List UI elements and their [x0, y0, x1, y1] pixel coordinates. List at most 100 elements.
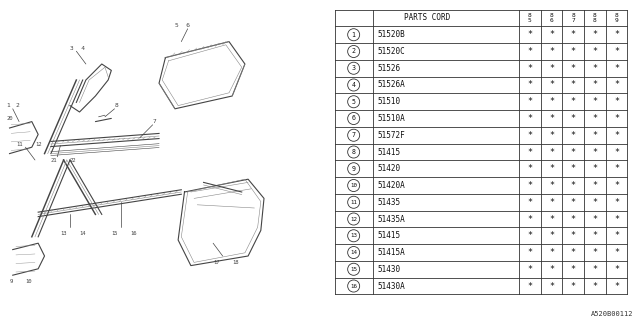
Text: 17: 17 — [213, 260, 220, 265]
Text: 51430: 51430 — [378, 265, 401, 274]
Text: *: * — [614, 248, 619, 257]
Text: 10: 10 — [26, 279, 32, 284]
Text: 14: 14 — [350, 250, 357, 255]
Text: *: * — [527, 265, 532, 274]
Text: *: * — [549, 97, 554, 106]
Text: 8: 8 — [593, 13, 596, 19]
Text: *: * — [571, 164, 575, 173]
Text: *: * — [571, 81, 575, 90]
Text: *: * — [571, 30, 575, 39]
Text: *: * — [614, 148, 619, 156]
Text: 10: 10 — [350, 183, 357, 188]
Text: *: * — [527, 114, 532, 123]
Text: *: * — [571, 114, 575, 123]
Text: *: * — [571, 282, 575, 291]
Text: 11: 11 — [350, 200, 357, 205]
Text: 18: 18 — [232, 260, 239, 265]
Text: *: * — [549, 30, 554, 39]
Text: 51520C: 51520C — [378, 47, 405, 56]
Text: 4: 4 — [351, 82, 356, 88]
Text: 51510: 51510 — [378, 97, 401, 106]
Text: *: * — [592, 164, 597, 173]
Text: A520B00112: A520B00112 — [591, 311, 634, 317]
Text: 51420A: 51420A — [378, 181, 405, 190]
Text: 9: 9 — [10, 279, 13, 284]
Text: *: * — [527, 231, 532, 240]
Text: *: * — [614, 97, 619, 106]
Text: *: * — [527, 181, 532, 190]
Text: 12: 12 — [35, 141, 42, 147]
Text: *: * — [592, 30, 597, 39]
Text: *: * — [571, 265, 575, 274]
Text: 7: 7 — [351, 132, 356, 138]
Text: *: * — [549, 81, 554, 90]
Text: 16: 16 — [131, 231, 137, 236]
Text: *: * — [614, 214, 619, 223]
Text: *: * — [571, 214, 575, 223]
Text: *: * — [592, 81, 597, 90]
Text: *: * — [592, 198, 597, 207]
Text: 7: 7 — [572, 18, 575, 23]
Text: 5: 5 — [528, 18, 532, 23]
Text: *: * — [549, 248, 554, 257]
Text: *: * — [549, 282, 554, 291]
Text: *: * — [571, 148, 575, 156]
Text: *: * — [614, 131, 619, 140]
Text: 51415A: 51415A — [378, 248, 405, 257]
Text: *: * — [549, 181, 554, 190]
Text: *: * — [527, 148, 532, 156]
Text: *: * — [527, 282, 532, 291]
Text: *: * — [592, 97, 597, 106]
Text: 3: 3 — [351, 65, 356, 71]
Text: *: * — [571, 64, 575, 73]
Text: 14: 14 — [79, 231, 86, 236]
Text: 8: 8 — [115, 103, 118, 108]
Text: *: * — [549, 148, 554, 156]
Text: 51520B: 51520B — [378, 30, 405, 39]
Text: *: * — [592, 131, 597, 140]
Text: PARTS CORD: PARTS CORD — [404, 13, 450, 22]
Text: *: * — [614, 282, 619, 291]
Text: *: * — [549, 131, 554, 140]
Text: *: * — [592, 248, 597, 257]
Text: *: * — [571, 198, 575, 207]
Text: *: * — [527, 81, 532, 90]
Text: *: * — [614, 164, 619, 173]
Text: *: * — [592, 114, 597, 123]
Text: *: * — [614, 114, 619, 123]
Text: *: * — [571, 231, 575, 240]
Text: *: * — [592, 181, 597, 190]
Text: 8: 8 — [614, 13, 618, 19]
Text: 9: 9 — [614, 18, 618, 23]
Text: *: * — [549, 64, 554, 73]
Text: *: * — [592, 148, 597, 156]
Text: *: * — [549, 265, 554, 274]
Text: 8: 8 — [528, 13, 532, 19]
Text: *: * — [614, 181, 619, 190]
Text: *: * — [527, 164, 532, 173]
Text: *: * — [592, 282, 597, 291]
Text: 8: 8 — [593, 18, 596, 23]
Text: *: * — [571, 97, 575, 106]
Text: 21: 21 — [51, 157, 58, 163]
Text: 51526A: 51526A — [378, 81, 405, 90]
Text: *: * — [527, 64, 532, 73]
Text: *: * — [614, 30, 619, 39]
Text: *: * — [549, 198, 554, 207]
Text: 6: 6 — [351, 116, 356, 122]
Text: 1: 1 — [351, 32, 356, 38]
Text: 16: 16 — [350, 284, 357, 289]
Text: 51572F: 51572F — [378, 131, 405, 140]
Text: 8: 8 — [572, 13, 575, 19]
Text: 51430A: 51430A — [378, 282, 405, 291]
Text: *: * — [549, 231, 554, 240]
Text: 6: 6 — [550, 18, 554, 23]
Text: *: * — [527, 214, 532, 223]
Text: *: * — [592, 64, 597, 73]
Text: *: * — [571, 181, 575, 190]
Text: *: * — [614, 231, 619, 240]
Text: *: * — [527, 97, 532, 106]
Text: *: * — [527, 248, 532, 257]
Text: 11: 11 — [16, 141, 22, 147]
Text: 22: 22 — [70, 157, 76, 163]
